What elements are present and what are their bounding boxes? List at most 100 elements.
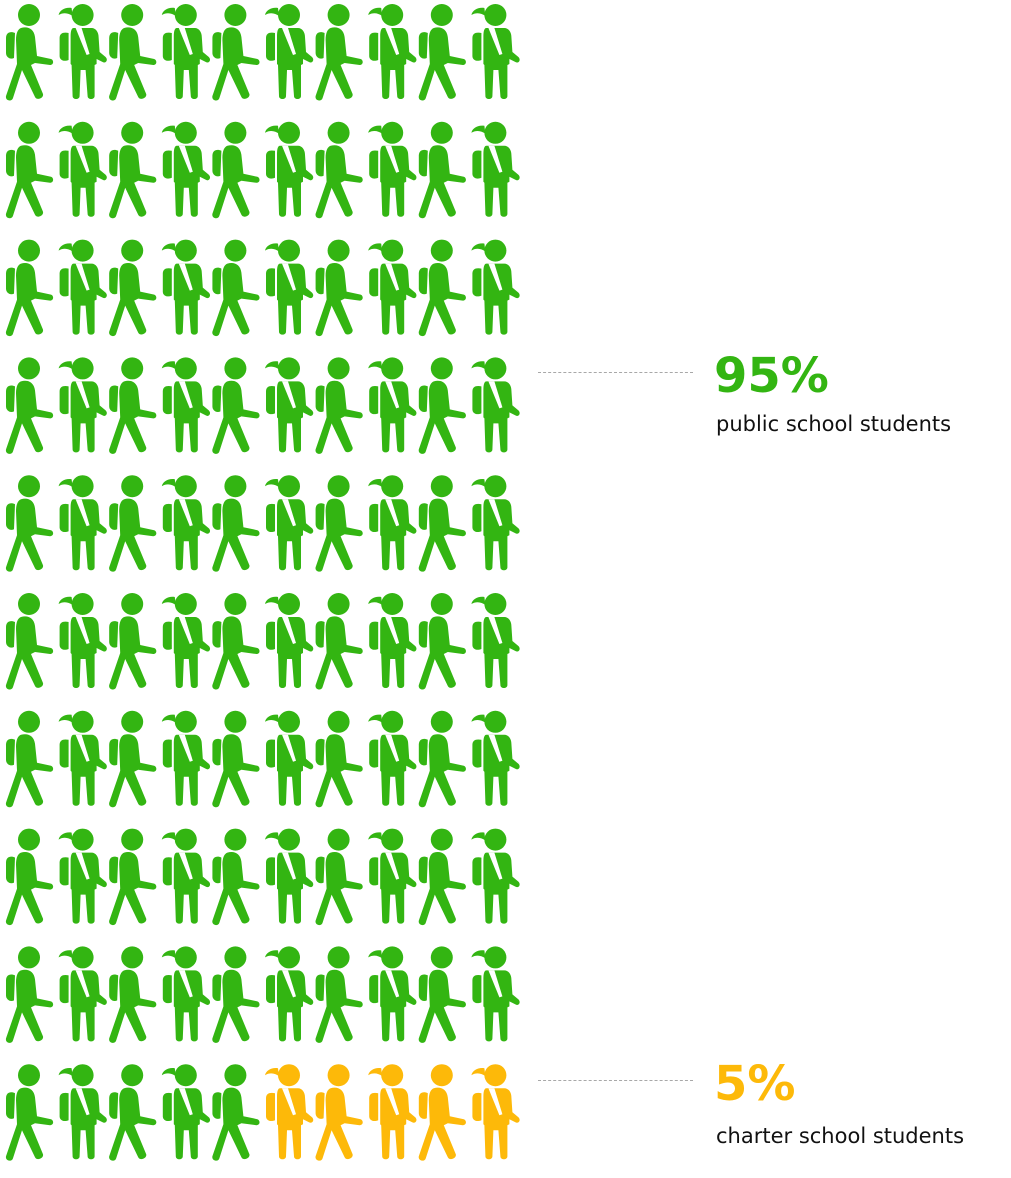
boy-student-icon-public: [315, 121, 363, 219]
girl-student-icon-public: [368, 828, 417, 924]
legend-charter: 5% charter school students: [538, 1060, 1011, 1150]
girl-student-icon-public: [58, 475, 107, 571]
girl-student-icon-public: [58, 4, 107, 99]
boy-student-icon-public: [418, 121, 466, 219]
boy-student-icon-public: [109, 121, 157, 219]
girl-student-icon-public: [368, 946, 417, 1042]
public-percent: 95%: [714, 348, 829, 404]
girl-student-icon-public: [58, 828, 107, 924]
girl-student-icon-public: [161, 4, 211, 99]
boy-student-icon-charter: [315, 1064, 363, 1161]
girl-student-icon-public: [58, 593, 107, 688]
girl-student-icon-public: [161, 946, 211, 1042]
boy-student-icon-public: [212, 121, 260, 219]
boy-student-icon-public: [109, 4, 157, 101]
boy-student-icon-public: [315, 4, 363, 101]
boy-student-icon-public: [418, 4, 466, 101]
girl-student-icon-public: [471, 710, 520, 806]
boy-student-icon-public: [315, 946, 363, 1043]
boy-student-icon-public: [212, 357, 260, 454]
boy-student-icon-public: [315, 828, 363, 926]
boy-student-icon-public: [418, 828, 466, 926]
legend-public: 95% public school students: [538, 352, 1011, 442]
girl-student-icon-public: [58, 710, 107, 806]
boy-student-icon-public: [212, 475, 260, 572]
boy-student-icon-public: [212, 593, 260, 690]
girl-student-icon-charter: [265, 1064, 314, 1160]
girl-student-icon-public: [471, 357, 520, 453]
girl-student-icon-public: [265, 357, 314, 453]
boy-student-icon-public: [5, 475, 54, 572]
girl-student-icon-public: [161, 828, 211, 924]
girl-student-icon-public: [265, 946, 314, 1042]
boy-student-icon-public: [109, 1064, 157, 1161]
girl-student-icon-public: [265, 239, 314, 335]
girl-student-icon-public: [161, 121, 211, 217]
boy-student-icon-public: [5, 946, 54, 1043]
girl-student-icon-public: [58, 121, 107, 217]
girl-student-icon-public: [368, 4, 417, 99]
girl-student-icon-public: [368, 357, 417, 453]
girl-student-icon-public: [471, 475, 520, 571]
girl-student-icon-public: [471, 946, 520, 1042]
boy-student-icon-public: [418, 593, 466, 690]
girl-student-icon-public: [368, 121, 417, 217]
girl-student-icon-public: [58, 946, 107, 1042]
boy-student-icon-public: [5, 357, 54, 454]
girl-student-icon-public: [265, 593, 314, 688]
girl-student-icon-public: [58, 1064, 107, 1160]
girl-student-icon-public: [471, 239, 520, 335]
leader-line-charter: [538, 1080, 693, 1081]
girl-student-icon-public: [58, 357, 107, 453]
boy-student-icon-public: [109, 828, 157, 926]
boy-student-icon-public: [418, 946, 466, 1043]
boy-student-icon-public: [109, 239, 157, 337]
boy-student-icon-public: [212, 1064, 260, 1161]
boy-student-icon-public: [315, 710, 363, 808]
girl-student-icon-public: [161, 593, 211, 688]
boy-student-icon-public: [418, 239, 466, 337]
boy-student-icon-public: [212, 710, 260, 808]
boy-student-icon-public: [5, 4, 54, 101]
boy-student-icon-public: [212, 828, 260, 926]
boy-student-icon-public: [315, 357, 363, 454]
public-label: public school students: [716, 412, 952, 436]
boy-student-icon-public: [315, 593, 363, 690]
boy-student-icon-public: [5, 121, 54, 219]
boy-student-icon-public: [212, 239, 260, 337]
girl-student-icon-public: [161, 475, 211, 571]
girl-student-icon-public: [471, 121, 520, 217]
girl-student-icon-public: [368, 593, 417, 688]
pictogram-chart: [5, 4, 520, 1161]
charter-label: charter school students: [716, 1124, 965, 1148]
boy-student-icon-public: [109, 593, 157, 690]
girl-student-icon-public: [161, 710, 211, 806]
boy-student-icon-public: [109, 357, 157, 454]
girl-student-icon-public: [161, 239, 211, 335]
boy-student-icon-public: [109, 946, 157, 1043]
girl-student-icon-public: [471, 4, 520, 99]
boy-student-icon-public: [418, 357, 466, 454]
leader-line-public: [538, 372, 693, 373]
boy-student-icon-public: [212, 4, 260, 101]
boy-student-icon-public: [212, 946, 260, 1043]
girl-student-icon-public: [161, 357, 211, 453]
girl-student-icon-public: [471, 828, 520, 924]
boy-student-icon-charter: [418, 1064, 466, 1161]
girl-student-icon-public: [265, 475, 314, 571]
girl-student-icon-public: [368, 239, 417, 335]
boy-student-icon-public: [315, 475, 363, 572]
boy-student-icon-public: [109, 710, 157, 808]
boy-student-icon-public: [5, 828, 54, 926]
boy-student-icon-public: [315, 239, 363, 337]
girl-student-icon-public: [161, 1064, 211, 1160]
girl-student-icon-charter: [368, 1064, 417, 1160]
girl-student-icon-public: [265, 710, 314, 806]
girl-student-icon-public: [368, 710, 417, 806]
boy-student-icon-public: [109, 475, 157, 572]
boy-student-icon-public: [5, 593, 54, 690]
boy-student-icon-public: [418, 475, 466, 572]
girl-student-icon-public: [265, 4, 314, 99]
girl-student-icon-public: [368, 475, 417, 571]
boy-student-icon-public: [418, 710, 466, 808]
